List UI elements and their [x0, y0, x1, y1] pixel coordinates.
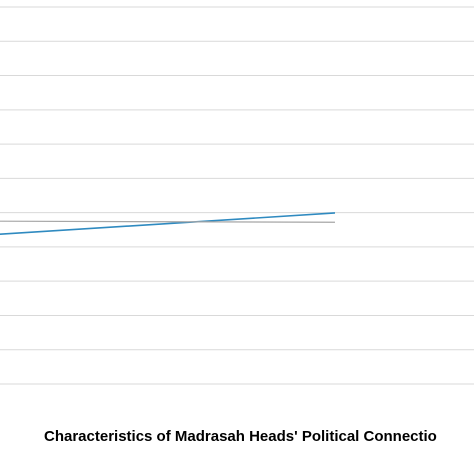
chart-title: Characteristics of Madrasah Heads' Polit…	[44, 428, 437, 445]
data-line	[0, 212, 336, 236]
data-line	[0, 220, 335, 223]
